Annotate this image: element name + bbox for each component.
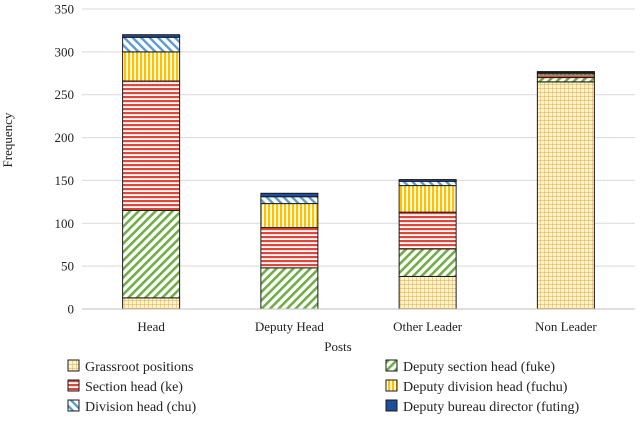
- bar-segment: [536, 71, 595, 73]
- legend-swatch: [67, 359, 80, 372]
- bar-segment: [122, 297, 181, 310]
- bars: [122, 34, 595, 310]
- y-tick-label: 350: [55, 2, 75, 17]
- legend-label: Section head (ke): [85, 380, 183, 395]
- bar-segment: [398, 179, 457, 182]
- legend-label: Grassroot positions: [85, 360, 194, 375]
- bar-segment: [398, 180, 457, 187]
- legend: Grassroot positions Deputy section head (…: [67, 359, 579, 415]
- x-tick-label: Other Leader: [393, 319, 463, 334]
- legend-swatch: [67, 379, 80, 392]
- bar-segment: [536, 81, 595, 310]
- y-axis-label: Frequency: [0, 112, 15, 167]
- bar-segment: [398, 211, 457, 250]
- bar-segment: [398, 275, 457, 310]
- legend-swatch: [385, 379, 398, 392]
- bar-segment: [260, 192, 319, 198]
- x-axis-label: Posts: [324, 339, 351, 354]
- x-tick-label: Non Leader: [535, 319, 597, 334]
- y-tick-label: 50: [61, 259, 74, 274]
- y-tick-label: 250: [55, 87, 75, 102]
- y-tick-label: 200: [55, 130, 75, 145]
- x-tick-label: Deputy Head: [255, 319, 324, 334]
- bar-segment: [260, 196, 319, 205]
- y-tick-label: 0: [68, 302, 75, 317]
- legend-label: Deputy bureau director (futing): [403, 400, 579, 415]
- legend-swatch: [67, 399, 80, 412]
- bar-segment: [260, 203, 319, 229]
- bar-segment: [122, 80, 181, 211]
- x-axis-ticks: Head Deputy Head Other Leader Non Leader: [137, 319, 597, 334]
- bar-segment: [398, 248, 457, 277]
- legend-swatch: [385, 399, 398, 412]
- bar-segment: [122, 36, 181, 53]
- legend-swatch: [385, 359, 398, 372]
- bar-segment: [260, 227, 319, 269]
- y-axis-ticks: 0 50 100 150 200 250 300 350: [55, 2, 75, 317]
- legend-label: Deputy division head (fuchu): [403, 380, 568, 395]
- x-tick-label: Head: [137, 319, 165, 334]
- bar-segment: [260, 267, 319, 310]
- bar-segment: [398, 185, 457, 213]
- bar-segment: [536, 77, 595, 83]
- y-tick-label: 100: [55, 216, 75, 231]
- y-tick-label: 150: [55, 173, 75, 188]
- legend-label: Deputy section head (fuke): [403, 360, 555, 375]
- y-tick-label: 300: [55, 44, 75, 59]
- bar-segment: [122, 209, 181, 299]
- bar-segment: [122, 51, 181, 82]
- legend-label: Division head (chu): [85, 400, 197, 415]
- bar-segment: [122, 34, 181, 38]
